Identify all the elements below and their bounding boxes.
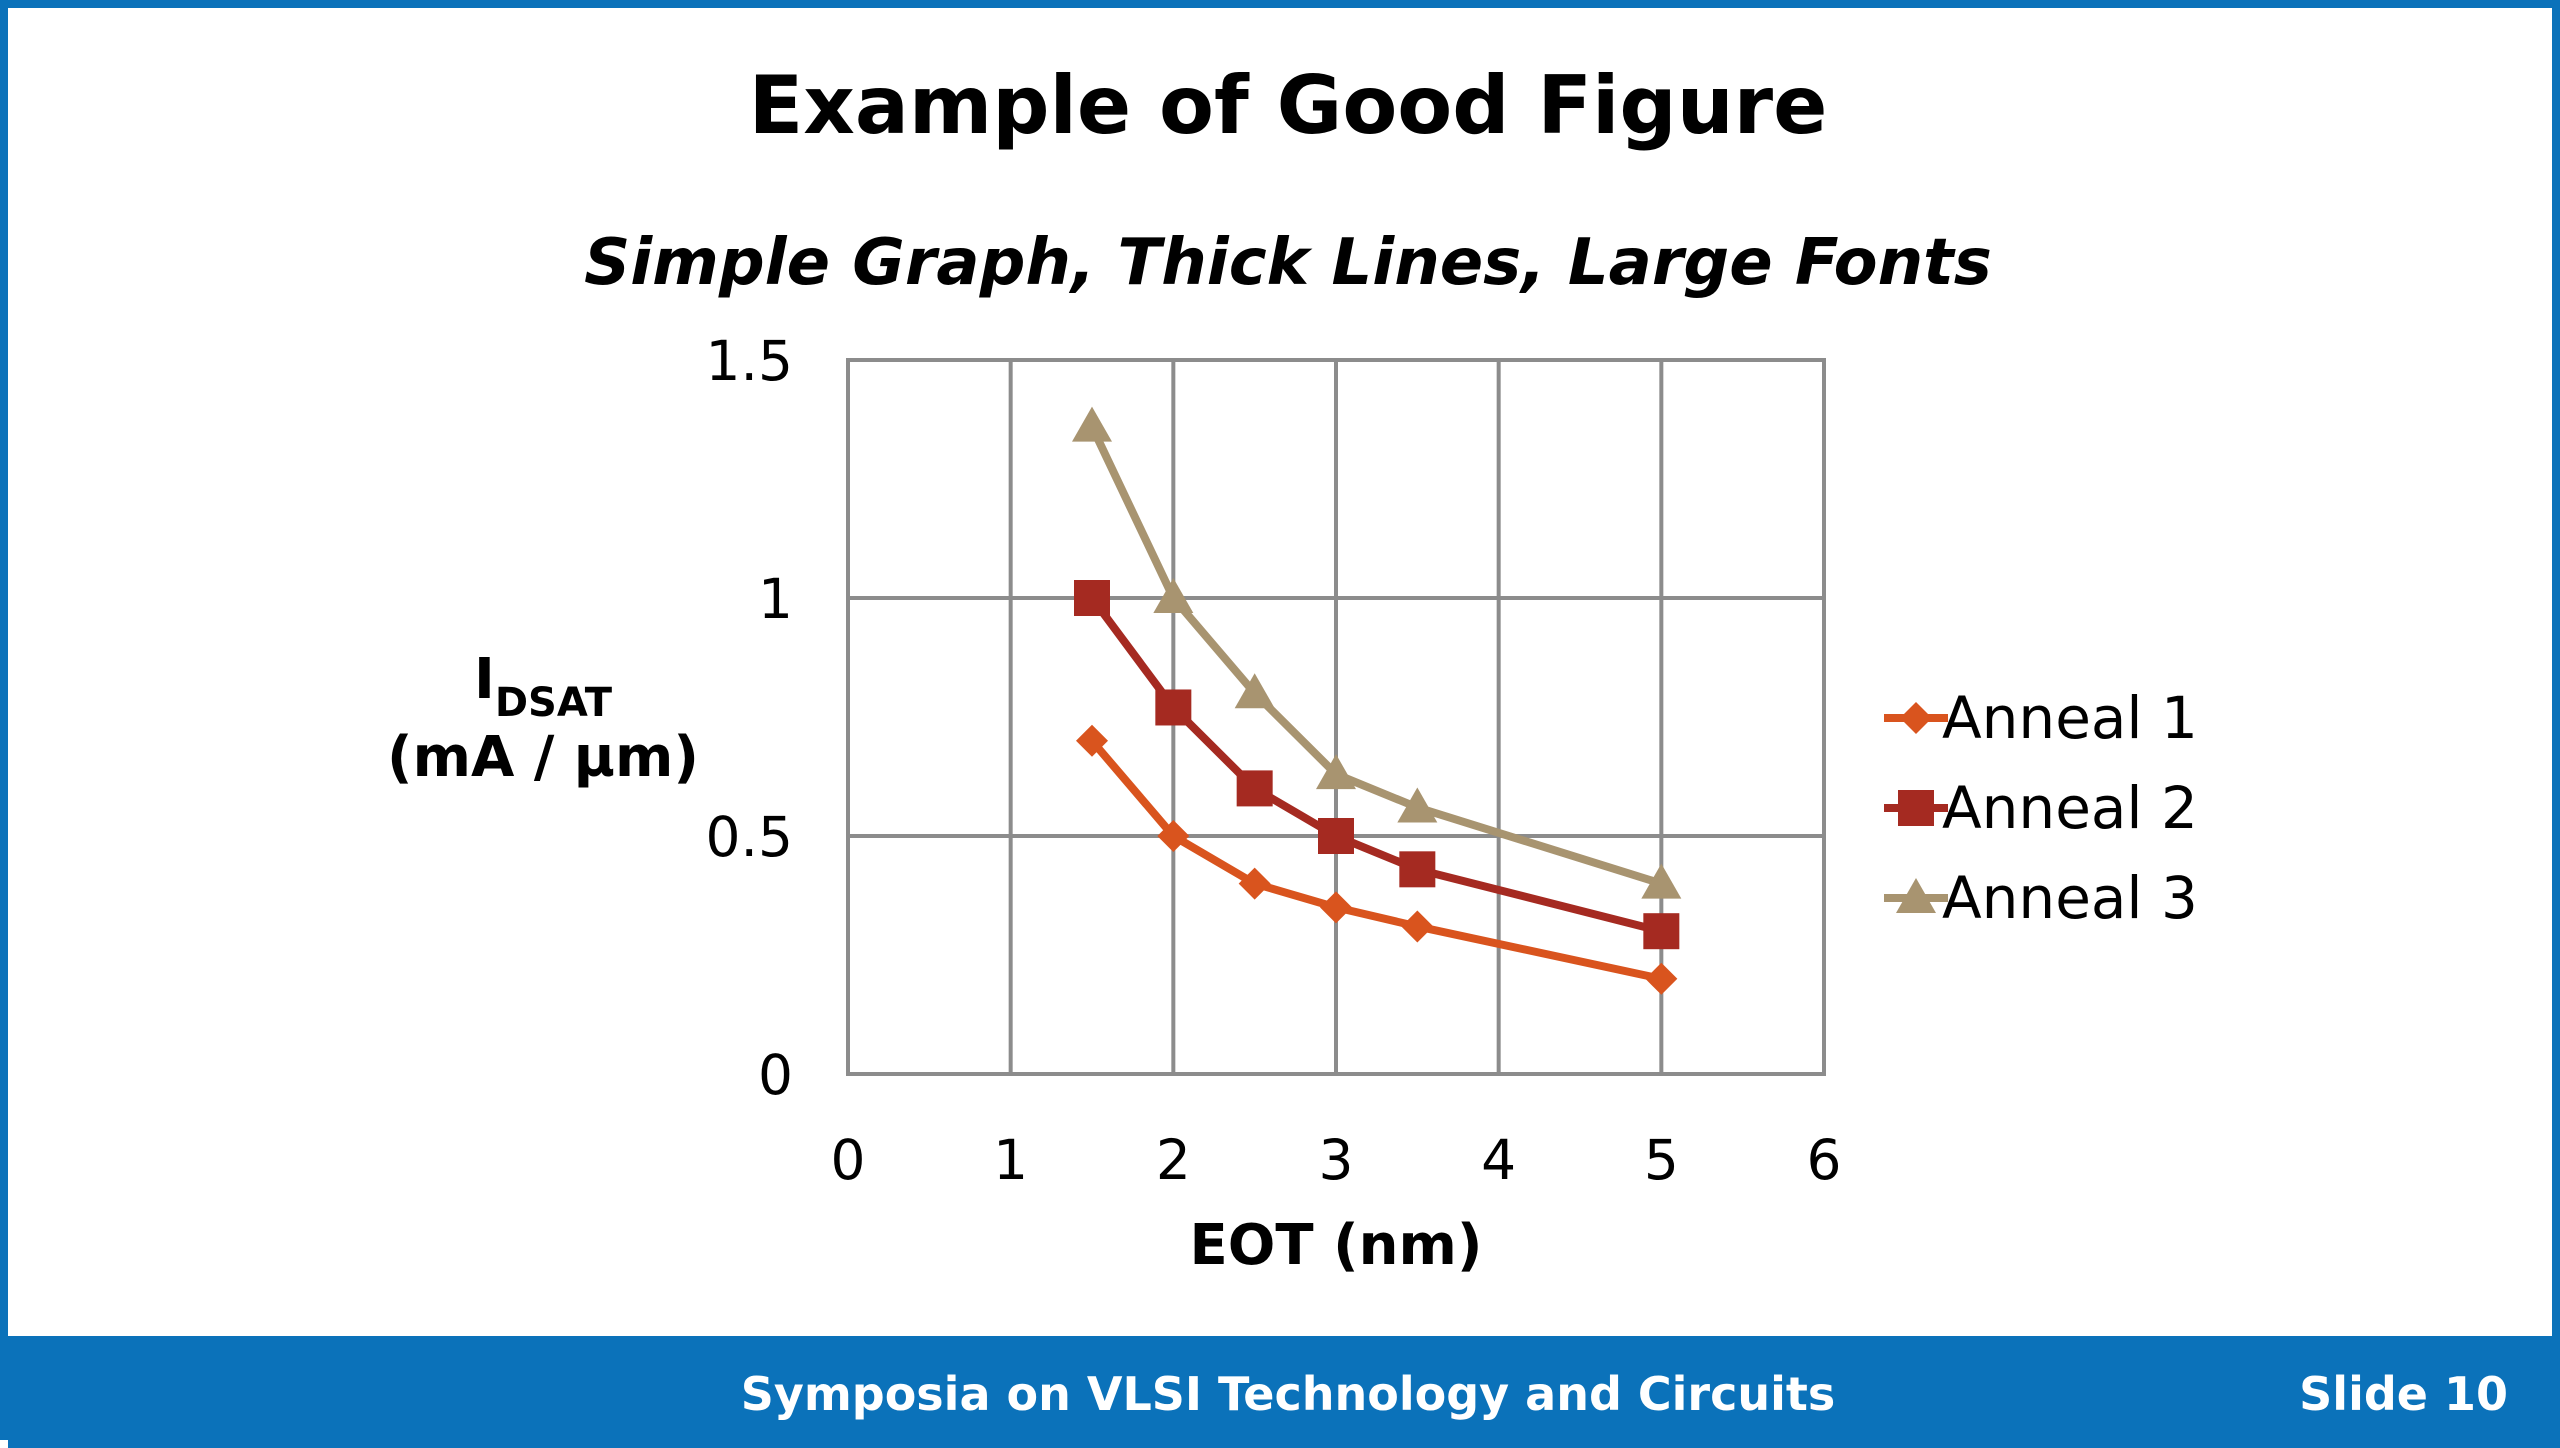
legend-label-anneal-3: Anneal 3 <box>1942 864 2198 932</box>
legend-item-anneal-2: Anneal 2 <box>1884 774 2198 842</box>
plot-area-frame <box>846 358 1826 1076</box>
data-point-anneal-1 <box>1076 724 1108 757</box>
data-point-anneal-2 <box>1318 818 1354 854</box>
series-anneal-3 <box>1072 406 1682 899</box>
chart-grid <box>846 358 1826 1076</box>
x-tick-label: 6 <box>1807 1128 1842 1192</box>
y-tick-label: 1 <box>758 567 793 631</box>
slide-subtitle: Simple Graph, Thick Lines, Large Fonts <box>584 226 1992 300</box>
x-tick-label: 5 <box>1644 1128 1679 1192</box>
slide-title: Example of Good Figure <box>748 59 1828 152</box>
series-line-anneal-3 <box>1088 424 1663 888</box>
line-chart: 0 1 2 3 4 5 6 0 0.5 1 1.5 EOT (nm) IDSAT (mA / µm)… <box>387 329 2198 1278</box>
data-point-anneal-3 <box>1153 578 1194 613</box>
x-tick-label: 3 <box>1319 1128 1354 1192</box>
y-tick-label: 0.5 <box>706 805 793 869</box>
data-point-anneal-1 <box>1645 962 1678 995</box>
x-axis-title: EOT (nm) <box>1190 1213 1483 1278</box>
data-point-anneal-3 <box>1072 406 1112 442</box>
data-point-anneal-3 <box>1641 863 1682 899</box>
y-axis-title-subscript: DSAT <box>495 680 613 726</box>
data-point-anneal-1 <box>1157 820 1190 852</box>
chart-series <box>1072 406 1682 995</box>
y-tick-label: 0 <box>758 1043 793 1107</box>
data-point-anneal-2 <box>1236 770 1273 807</box>
data-point-anneal-1 <box>1401 910 1434 943</box>
series-line-anneal-1 <box>1088 738 1663 983</box>
legend-item-anneal-1: Anneal 1 <box>1884 684 2198 752</box>
x-tick-label: 4 <box>1481 1128 1516 1192</box>
y-tick-label: 1.5 <box>706 329 793 393</box>
footer-text: Symposia on VLSI Technology and Circuits <box>740 1367 1836 1421</box>
x-tick-label: 0 <box>831 1128 866 1192</box>
series-anneal-1 <box>1076 724 1678 995</box>
y-axis-units: (mA / µm) <box>387 725 699 790</box>
y-axis-title-main: I <box>474 647 495 712</box>
legend-label-anneal-1: Anneal 1 <box>1942 684 2198 752</box>
legend-item-anneal-3: Anneal 3 <box>1884 864 2198 932</box>
data-point-anneal-2 <box>1074 580 1110 616</box>
data-point-anneal-2 <box>1643 913 1680 950</box>
data-point-anneal-2 <box>1399 851 1436 888</box>
series-anneal-2 <box>1074 580 1680 950</box>
chart-legend: Anneal 1 Anneal 2 Anneal 3 <box>1884 684 2198 932</box>
x-tick-label: 1 <box>993 1128 1028 1192</box>
data-point-anneal-1 <box>1238 867 1271 900</box>
y-axis-title: IDSAT <box>474 647 613 726</box>
data-point-anneal-3 <box>1316 754 1356 790</box>
data-point-anneal-3 <box>1234 673 1275 709</box>
legend-marker-anneal-3 <box>1896 878 1936 913</box>
series-line-anneal-2 <box>1088 595 1663 936</box>
data-point-anneal-3 <box>1397 787 1438 823</box>
slide-number: Slide 10 <box>2299 1367 2508 1421</box>
legend-marker-anneal-2 <box>1898 790 1934 826</box>
x-tick-label: 2 <box>1156 1128 1191 1192</box>
legend-label-anneal-2: Anneal 2 <box>1942 774 2198 842</box>
data-point-anneal-2 <box>1155 689 1192 726</box>
data-point-anneal-1 <box>1320 891 1352 924</box>
legend-marker-anneal-1 <box>1900 702 1932 734</box>
footer-bar: Symposia on VLSI Technology and Circuits… <box>8 1336 2560 1448</box>
chart-tick-labels: 0 1 2 3 4 5 6 0 0.5 1 1.5 <box>706 329 1842 1192</box>
